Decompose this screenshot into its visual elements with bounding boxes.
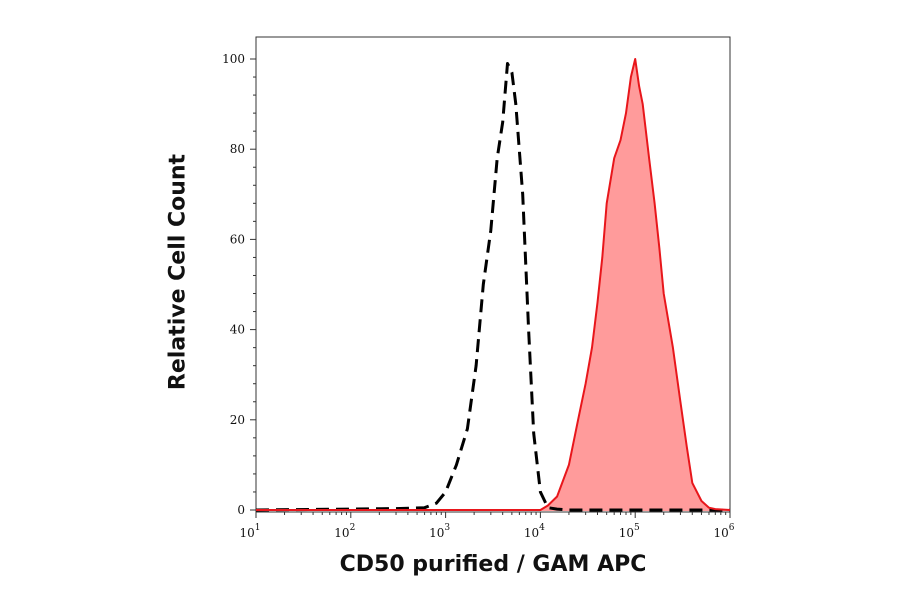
x-axis-label: CD50 purified / GAM APC	[339, 552, 647, 577]
y-tick-label: 40	[230, 323, 245, 337]
y-tick-label: 60	[230, 232, 245, 246]
x-tick-label: 106	[713, 523, 734, 540]
y-tick-label: 20	[230, 413, 245, 427]
x-tick-label: 102	[334, 523, 355, 540]
y-axis-label: Relative Cell Count	[165, 153, 191, 391]
y-tick-label: 0	[237, 503, 245, 517]
x-tick-label: 103	[429, 523, 450, 540]
y-tick-label: 100	[222, 52, 245, 66]
series-2-area	[256, 59, 730, 511]
x-tick-label: 105	[619, 523, 640, 540]
series-1-line	[255, 62, 730, 512]
series-2-line	[256, 58, 731, 511]
x-tick-label: 101	[239, 523, 260, 540]
plot-frame	[255, 36, 731, 513]
x-tick-label: 104	[524, 523, 545, 540]
y-tick-label: 80	[230, 142, 245, 156]
